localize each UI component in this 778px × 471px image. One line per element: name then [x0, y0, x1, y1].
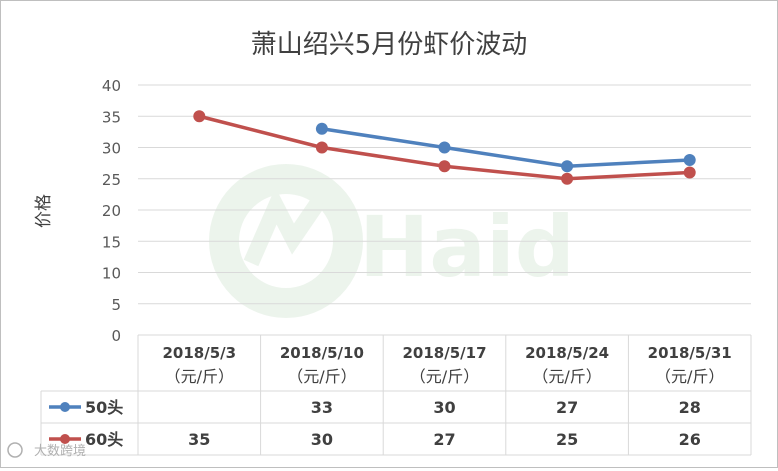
y-tick-label: 10 — [102, 265, 121, 283]
y-tick-label: 30 — [102, 140, 121, 158]
y-tick-label: 15 — [102, 233, 121, 251]
y-tick-label: 0 — [111, 327, 121, 345]
x-category-label: 2018/5/10 — [280, 344, 364, 362]
data-table: 2018/5/3 （元/斤） 2018/5/10 （元/斤） 2018/5/17 （元/斤… — [40, 335, 752, 456]
y-tick-label: 25 — [102, 171, 121, 189]
y-tick-label: 40 — [102, 77, 121, 95]
x-category-label: 2018/5/24 — [525, 344, 609, 362]
x-category-label: 2018/5/17 — [402, 344, 486, 362]
legend-series-name: 60头 — [85, 430, 123, 449]
data-table-value: 27 — [433, 430, 455, 449]
data-point — [438, 160, 451, 173]
series-line — [321, 127, 690, 168]
data-table-value: 25 — [556, 430, 578, 449]
legend-series-name: 50头 — [85, 398, 123, 417]
data-point — [561, 172, 574, 185]
data-point — [683, 166, 696, 179]
data-point — [315, 122, 328, 135]
x-category-unit: （元/斤） — [655, 367, 724, 386]
series-lines — [193, 110, 696, 185]
data-table-value: 30 — [311, 430, 333, 449]
data-table-value: 30 — [433, 398, 455, 417]
data-point — [683, 154, 696, 166]
data-point — [561, 160, 574, 173]
data-table-value: 27 — [556, 398, 578, 417]
watermark-text: Haid — [359, 198, 575, 296]
chart-title: 萧山绍兴5月份虾价波动 — [251, 30, 528, 60]
corner-mark: 大数跨境 — [7, 442, 86, 459]
data-table-value: 26 — [679, 430, 701, 449]
x-category-unit: （元/斤） — [410, 367, 479, 386]
data-point — [438, 141, 451, 154]
data-table-value: 33 — [311, 398, 333, 417]
legend-marker — [60, 402, 70, 412]
data-point — [193, 110, 206, 123]
gridlines — [138, 84, 751, 336]
x-category-unit: （元/斤） — [165, 367, 234, 386]
data-table-value: 28 — [679, 398, 701, 417]
x-category-label: 2018/5/31 — [648, 344, 732, 362]
y-axis-label: 价格 — [34, 194, 54, 228]
data-point — [315, 141, 328, 154]
corner-mark-text: 大数跨境 — [34, 444, 86, 459]
x-category-label: 2018/5/3 — [163, 344, 237, 362]
y-tick-label: 20 — [102, 202, 121, 220]
y-tick-label: 35 — [102, 108, 121, 126]
data-table-value: 35 — [188, 430, 210, 449]
legend-marker — [60, 434, 70, 444]
x-category-unit: （元/斤） — [287, 367, 356, 386]
y-tick-labels: 0 5 10 15 20 25 30 35 40 — [102, 77, 121, 345]
x-category-unit: （元/斤） — [532, 367, 601, 386]
y-tick-label: 5 — [111, 296, 121, 314]
